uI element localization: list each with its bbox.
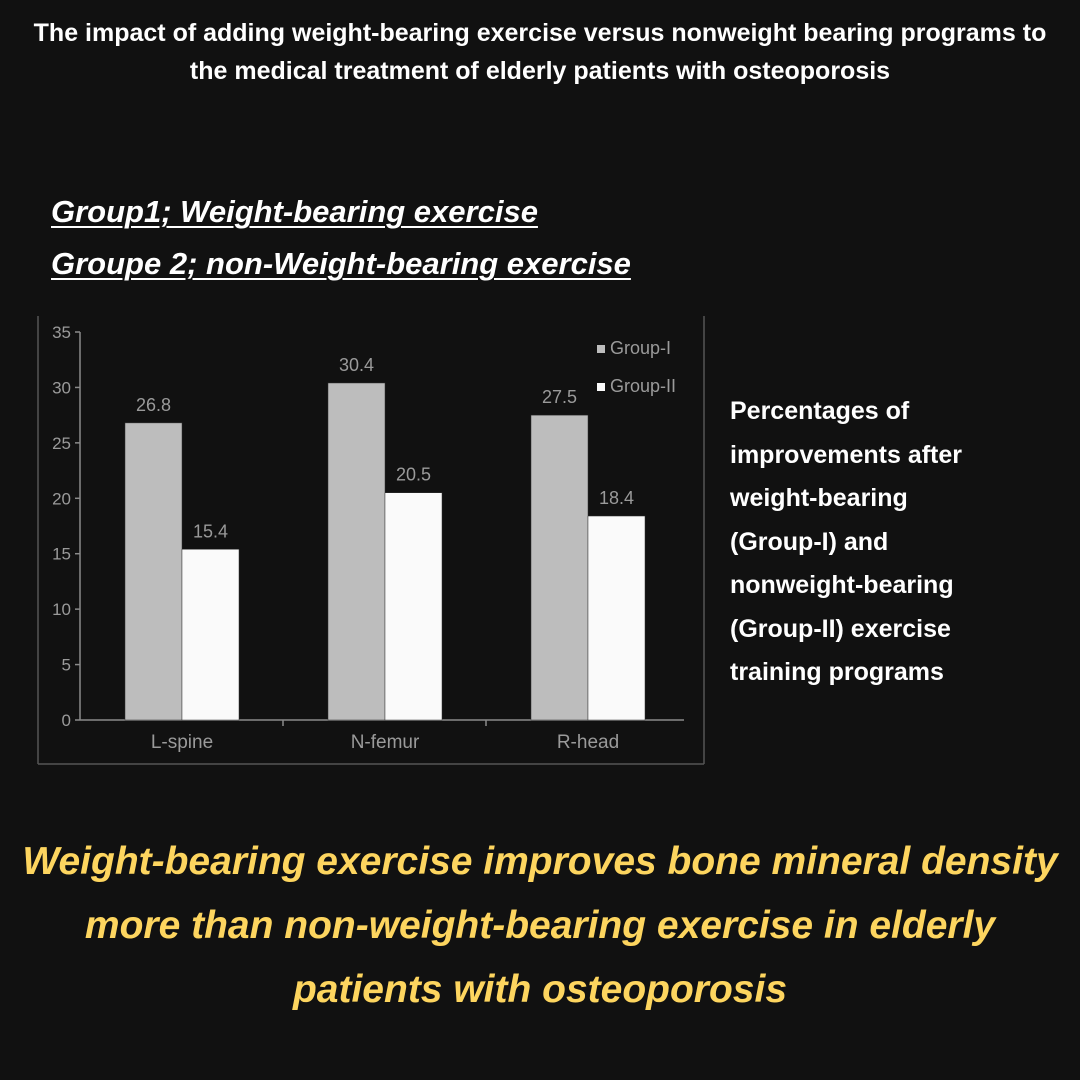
group2-definition: Groupe 2; non-Weight-bearing exercise [51,246,631,281]
legend-label: Group-I [610,338,671,358]
data-label: 15.4 [193,521,228,541]
legend-label: Group-II [610,376,676,396]
data-label: 20.5 [396,465,431,485]
y-tick-label: 35 [52,323,71,342]
bar-group1-l-spine [124,422,183,721]
y-tick-label: 0 [62,711,71,730]
y-tick-label: 25 [52,434,71,453]
group1-definition: Group1; Weight-bearing exercise [51,194,538,229]
y-tick-label: 20 [52,489,71,508]
bar-group1-r-head [530,414,589,721]
data-label: 30.4 [339,355,374,375]
x-category-label: N-femur [351,732,420,753]
data-label: 27.5 [542,387,577,407]
bar-group2-l-spine [181,549,240,721]
x-category-label: L-spine [151,732,213,753]
y-tick-label: 30 [52,378,71,397]
legend-swatch-group2 [597,383,605,391]
data-label: 18.4 [599,488,634,508]
bar-group2-r-head [587,515,646,721]
y-tick-label: 15 [52,545,71,564]
bar-group1-n-femur [327,382,386,721]
data-label: 26.8 [136,395,171,415]
x-category-label: R-head [557,732,619,753]
y-tick-label: 10 [52,600,71,619]
page-title: The impact of adding weight-bearing exer… [33,19,1047,85]
y-tick-label: 5 [62,656,71,675]
bar-group2-n-femur [384,492,443,721]
bar-chart: 0 5 10 15 20 25 30 35 26.8 15.4 L-spine 30.4 20.5 N-f… [37,316,705,765]
legend-swatch-group1 [597,345,605,353]
chart-caption: Percentages of improvements after weight… [730,397,963,686]
conclusion-text: Weight-bearing exercise improves bone mi… [22,840,1058,1011]
group-definitions: Group1; Weight-bearing exercise Groupe 2… [51,186,631,290]
